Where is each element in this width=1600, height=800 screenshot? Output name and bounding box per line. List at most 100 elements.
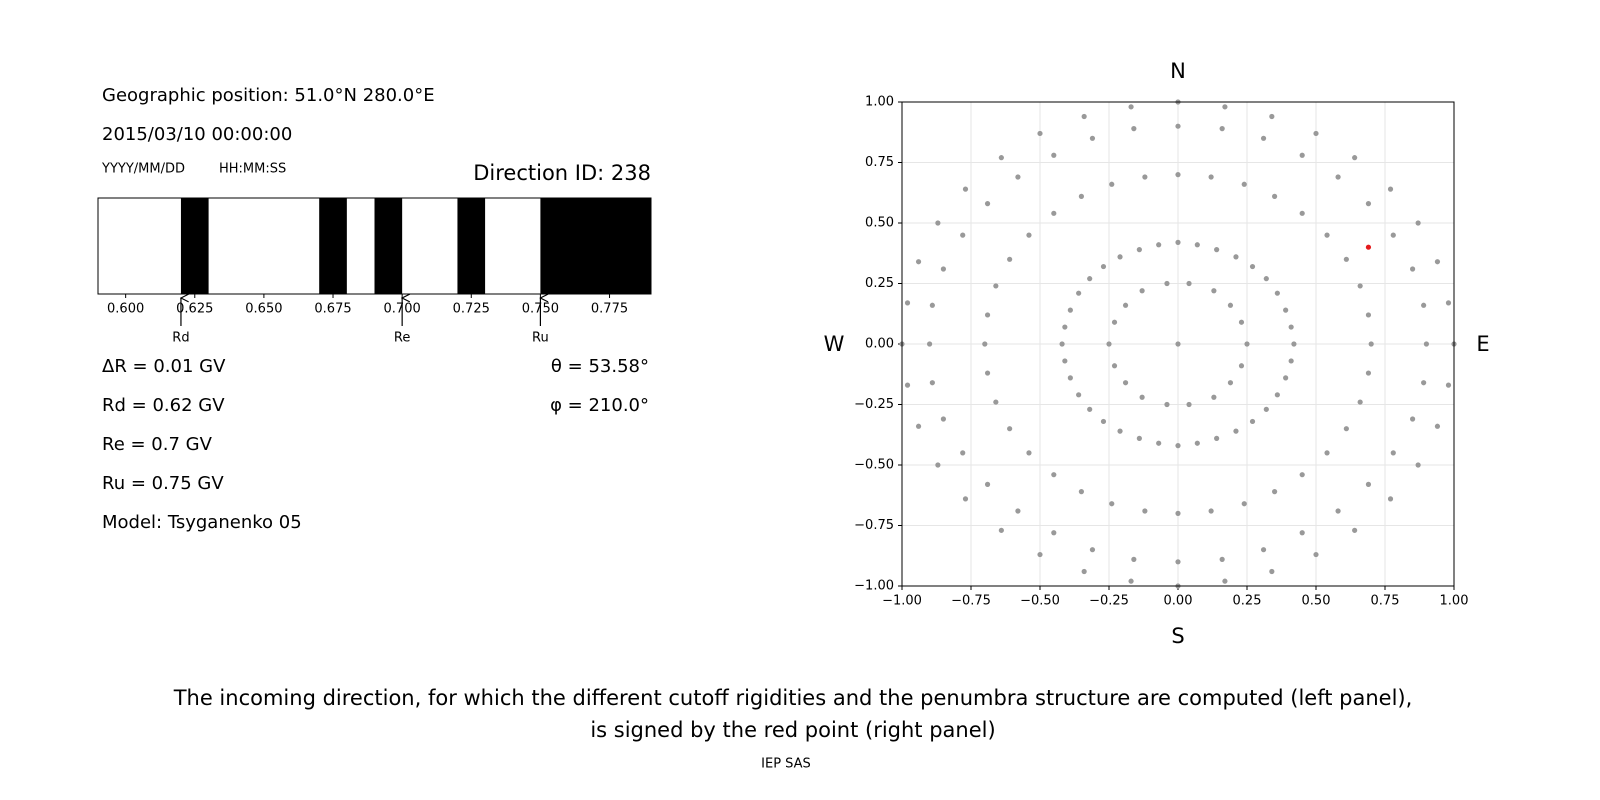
direction-point <box>1335 508 1341 514</box>
direction-point <box>1357 283 1363 289</box>
direction-point <box>1238 363 1245 369</box>
direction-point <box>1059 341 1065 347</box>
y-tick-label: −1.00 <box>854 579 894 594</box>
direction-point <box>1175 239 1181 245</box>
x-tick-label: 0.600 <box>107 302 144 317</box>
direction-point <box>1434 259 1441 265</box>
compass-north: N <box>1170 59 1186 83</box>
direction-point <box>1089 547 1096 553</box>
direction-point <box>1269 568 1275 575</box>
direction-point <box>1067 307 1073 313</box>
direction-point <box>1227 302 1234 308</box>
direction-point <box>1208 508 1214 514</box>
direction-point <box>962 186 969 192</box>
direction-point <box>1324 450 1330 456</box>
direction-point <box>1194 440 1200 446</box>
direction-point <box>1299 152 1305 158</box>
direction-point <box>1062 324 1068 330</box>
direction-point <box>1062 358 1068 364</box>
direction-point <box>1227 380 1234 386</box>
direction-point <box>1214 435 1220 441</box>
direction-point <box>1128 578 1134 584</box>
direction-point <box>1136 435 1142 441</box>
direction-point <box>1357 399 1363 405</box>
stat: Ru = 0.75 GV <box>102 473 224 494</box>
direction-point <box>940 266 947 272</box>
direction-point <box>1164 280 1170 287</box>
direction-point <box>1089 135 1096 141</box>
y-tick-label: 0.00 <box>865 337 894 352</box>
direction-point <box>1214 247 1220 253</box>
direction-point <box>1142 508 1148 514</box>
direction-point <box>984 370 991 376</box>
direction-point <box>984 201 991 207</box>
direction-point <box>1260 135 1267 141</box>
direction-point <box>1365 201 1372 207</box>
phi: φ = 210.0° <box>550 395 649 416</box>
direction-point <box>1299 210 1305 216</box>
direction-point <box>1233 254 1239 260</box>
cutoff-label: Rd <box>172 331 189 346</box>
direction-point <box>1387 186 1394 192</box>
direction-point <box>1078 193 1084 199</box>
direction-point <box>1007 426 1013 432</box>
stat: Re = 0.7 GV <box>102 434 213 455</box>
direction-point <box>1263 406 1269 412</box>
direction-point <box>1015 174 1021 180</box>
direction-point <box>1175 559 1181 565</box>
cutoff-label: Re <box>394 331 410 346</box>
direction-point <box>1175 172 1181 178</box>
direction-point <box>1288 324 1294 330</box>
cutoff-label: Ru <box>532 331 549 346</box>
time-format: HH:MM:SS <box>219 162 286 177</box>
direction-point <box>1037 130 1043 137</box>
direction-point <box>1051 210 1057 216</box>
direction-point <box>1128 104 1134 110</box>
direction-point <box>1222 104 1228 110</box>
y-tick-label: −0.50 <box>854 458 894 473</box>
direction-point <box>1415 220 1421 226</box>
direction-point <box>1260 547 1267 553</box>
direction-point <box>1208 174 1214 180</box>
direction-point <box>1007 256 1013 262</box>
direction-point <box>984 312 991 318</box>
direction-point <box>982 341 988 347</box>
direction-point <box>1445 300 1452 306</box>
direction-point <box>998 527 1004 533</box>
penumbra-band <box>374 198 403 294</box>
direction-point <box>1109 181 1115 187</box>
direction-point <box>1015 508 1021 514</box>
direction-point <box>1390 450 1396 456</box>
direction-point <box>1352 155 1358 161</box>
direction-point <box>1299 472 1305 478</box>
direction-point <box>1283 375 1289 381</box>
direction-point <box>1026 450 1032 456</box>
direction-point <box>1274 392 1280 398</box>
direction-point <box>1100 263 1107 270</box>
direction-point <box>1445 382 1452 388</box>
direction-point <box>1100 418 1107 425</box>
direction-point <box>1111 319 1118 325</box>
direction-point <box>1288 358 1294 364</box>
direction-point <box>1249 263 1256 270</box>
direction-point <box>1291 341 1297 347</box>
direction-point <box>1051 530 1057 536</box>
x-tick-label: 0.25 <box>1233 594 1262 609</box>
x-tick-label: 0.725 <box>453 302 490 317</box>
direction-point <box>1272 193 1278 199</box>
direction-point <box>1081 568 1087 575</box>
direction-point <box>1299 530 1305 536</box>
direction-point <box>1117 254 1123 260</box>
direction-point <box>960 450 966 456</box>
compass-south: S <box>1171 624 1184 648</box>
direction-point <box>1081 113 1087 120</box>
direction-point <box>1139 288 1145 294</box>
y-tick-label: 1.00 <box>865 95 894 110</box>
footer: IEP SAS <box>761 757 811 772</box>
direction-point <box>929 302 935 308</box>
direction-point <box>1421 302 1427 308</box>
direction-point <box>915 259 922 265</box>
direction-point <box>1156 440 1162 446</box>
x-tick-label: 0.650 <box>245 302 282 317</box>
